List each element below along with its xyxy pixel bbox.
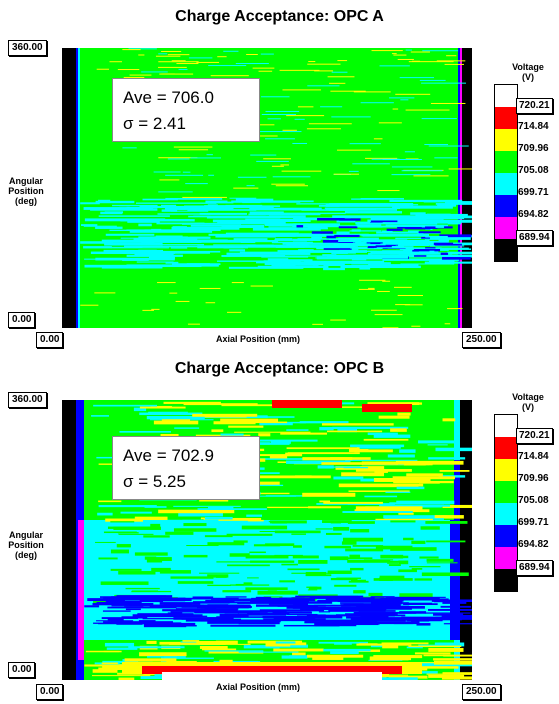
- y-axis-label: Angular Position (deg): [8, 530, 44, 560]
- average-value: Ave = 706.0: [123, 88, 214, 107]
- y-tick-min: 0.00: [8, 312, 36, 328]
- legend-tick-label: 699.71: [518, 187, 549, 198]
- legend-tick-label: 694.82: [518, 209, 549, 220]
- y-tick-min: 0.00: [8, 662, 36, 678]
- chart-title: Charge Acceptance: OPC A: [175, 8, 384, 25]
- legend-swatch: [495, 151, 517, 173]
- legend-swatch: [495, 569, 517, 591]
- legend-tick-label: 720.21: [516, 428, 553, 444]
- legend-title: Voltage (V): [512, 392, 544, 412]
- legend-swatch: [495, 503, 517, 525]
- legend-swatch: [495, 239, 517, 261]
- y-axis-label: Angular Position (deg): [8, 176, 44, 206]
- legend-tick-label: 699.71: [518, 517, 549, 528]
- legend-swatch: [495, 437, 517, 459]
- heatmap-opc-a: [62, 48, 472, 328]
- chart-panel-opc-b: Charge Acceptance: OPC B 360.00 0.00 Ang…: [0, 352, 559, 704]
- y-tick-max: 360.00: [8, 40, 47, 56]
- chart-panel-opc-a: Charge Acceptance: OPC A 360.00 0.00 Ang…: [8, 8, 553, 348]
- legend-swatch: [495, 85, 517, 107]
- edge-right: [460, 400, 472, 680]
- edge-left: [62, 48, 76, 328]
- x-tick-min: 0.00: [36, 332, 64, 348]
- legend-swatch: [495, 459, 517, 481]
- stats-box: Ave = 706.0 σ = 2.41: [112, 78, 260, 142]
- legend-tick-label: 714.84: [518, 121, 549, 132]
- color-legend: [494, 84, 518, 262]
- edge-right: [462, 48, 472, 328]
- legend-tick-label: 714.84: [518, 451, 549, 462]
- legend-swatch: [495, 195, 517, 217]
- legend-title: Voltage (V): [512, 62, 544, 82]
- legend-tick-label: 705.08: [518, 495, 549, 506]
- sigma-value: σ = 2.41: [123, 114, 186, 133]
- stats-box: Ave = 702.9 σ = 5.25: [112, 436, 260, 500]
- y-tick-max: 360.00: [8, 392, 47, 408]
- chart-title: Charge Acceptance: OPC B: [174, 360, 385, 377]
- x-tick-max: 250.00: [462, 684, 501, 700]
- legend-swatch: [495, 173, 517, 195]
- color-legend: [494, 414, 518, 592]
- legend-swatch: [495, 129, 517, 151]
- legend-tick-label: 689.94: [516, 560, 553, 576]
- sigma-value: σ = 5.25: [123, 472, 186, 491]
- legend-swatch: [495, 547, 517, 569]
- legend-swatch: [495, 107, 517, 129]
- legend-tick-label: 705.08: [518, 165, 549, 176]
- x-tick-min: 0.00: [36, 684, 64, 700]
- edge-left: [62, 400, 76, 680]
- legend-swatch: [495, 525, 517, 547]
- average-value: Ave = 702.9: [123, 446, 214, 465]
- legend-tick-label: 720.21: [516, 98, 553, 114]
- legend-tick-label: 694.82: [518, 539, 549, 550]
- legend-swatch: [495, 415, 517, 437]
- x-tick-max: 250.00: [462, 332, 501, 348]
- legend-tick-label: 709.96: [518, 473, 549, 484]
- legend-tick-label: 689.94: [516, 230, 553, 246]
- x-axis-label: Axial Position (mm): [216, 682, 301, 692]
- legend-swatch: [495, 217, 517, 239]
- legend-swatch: [495, 481, 517, 503]
- x-axis-label: Axial Position (mm): [216, 334, 301, 344]
- legend-tick-label: 709.96: [518, 143, 549, 154]
